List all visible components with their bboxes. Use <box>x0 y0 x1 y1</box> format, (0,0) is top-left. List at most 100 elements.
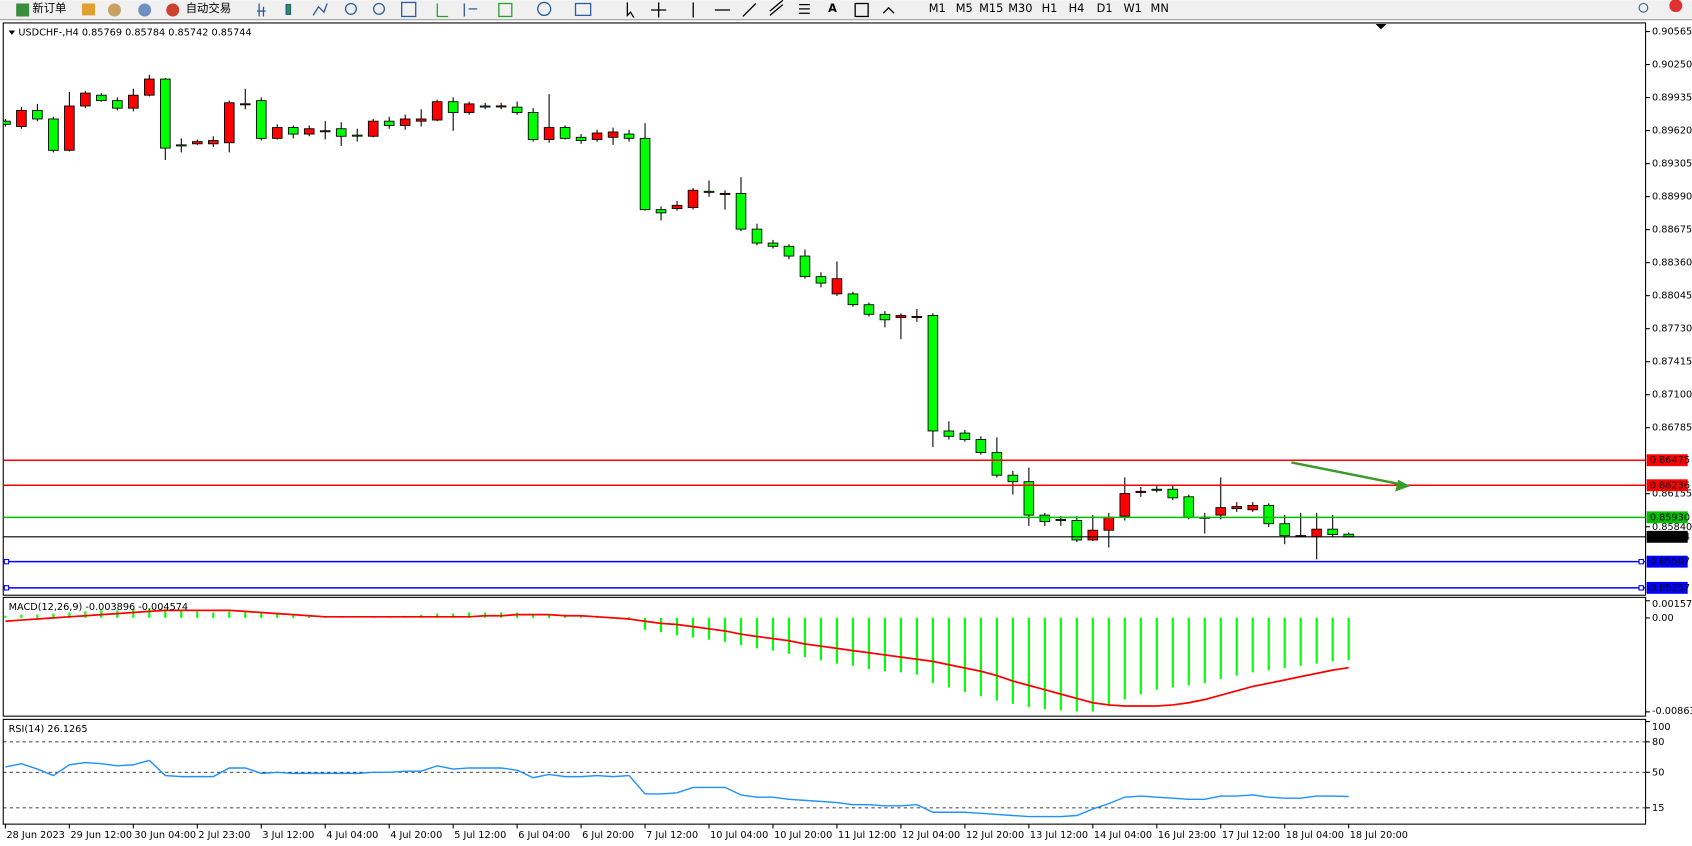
text-tool-button[interactable]: A <box>828 1 837 15</box>
y-tick-label: 0.85840 <box>1652 522 1692 533</box>
fibo-button[interactable] <box>799 3 810 14</box>
candle-body <box>655 209 667 214</box>
templates-button[interactable] <box>574 2 592 17</box>
search-button[interactable] <box>1638 2 1649 13</box>
bar-chart-button[interactable] <box>256 3 266 17</box>
rsi-line <box>5 759 1349 818</box>
candle-body <box>943 430 955 437</box>
x-tick-label: 29 Jun 12:00 <box>70 830 132 841</box>
candle-body <box>415 118 427 122</box>
candle-body <box>975 439 987 453</box>
candle-chart-button[interactable] <box>285 3 292 15</box>
price-level-tag <box>1646 479 1688 492</box>
x-tick-label: 3 Jul 12:00 <box>262 830 314 841</box>
candle-body <box>959 432 971 440</box>
x-tick-label: 5 Jul 12:00 <box>454 830 506 841</box>
autoscroll-button[interactable] <box>436 3 449 18</box>
chart-shift-button[interactable] <box>463 3 478 17</box>
periods-button[interactable] <box>537 1 552 17</box>
x-tick-label: 6 Jul 04:00 <box>518 830 570 841</box>
timeframe-button[interactable]: H4 <box>1069 1 1085 15</box>
price-level-label: 0.86475 <box>1650 455 1690 466</box>
candle-body <box>271 127 283 139</box>
candle-body <box>1327 528 1338 535</box>
y-tick-label: 0.88360 <box>1652 258 1692 269</box>
x-tick-label: 17 Jul 12:00 <box>1222 830 1280 841</box>
macd-title: MACD(12,26,9) -0.003896 -0.004574 <box>9 602 188 613</box>
timeframe-button[interactable]: M15 <box>979 1 1003 15</box>
new-order-button[interactable]: 新订单 <box>32 1 66 15</box>
candle-body <box>1167 488 1179 499</box>
candle-body <box>112 100 123 109</box>
toolbar-icon[interactable] <box>82 3 96 16</box>
x-tick-label: 7 Jul 12:00 <box>646 830 698 841</box>
candle-body <box>1103 516 1115 531</box>
candle-body <box>527 112 539 140</box>
label-button[interactable] <box>854 2 869 18</box>
trendline-button[interactable] <box>742 3 757 17</box>
price-level-label: 0.85744 <box>1650 532 1690 543</box>
y-tick-label: 0.88990 <box>1652 192 1692 203</box>
level-handle <box>3 585 10 591</box>
x-tick-label: 2 Jul 23:00 <box>198 830 250 841</box>
candle-body <box>863 304 875 315</box>
arrows-button[interactable] <box>882 6 895 14</box>
candle-body <box>1087 529 1099 541</box>
x-tick-label: 10 Jul 04:00 <box>710 830 768 841</box>
timeframe-button[interactable]: W1 <box>1123 1 1141 15</box>
candle-body <box>192 141 203 145</box>
auto-trading-icon[interactable] <box>166 3 180 17</box>
price-level-label: 0.86236 <box>1650 480 1690 491</box>
timeframe-button[interactable]: H1 <box>1042 1 1058 15</box>
candle-body <box>543 127 555 140</box>
toolbar-icon[interactable] <box>138 3 152 17</box>
candle-body <box>703 190 715 193</box>
timeframe-button[interactable]: M5 <box>956 1 973 15</box>
candle-body <box>255 100 267 139</box>
toolbar-icon[interactable] <box>107 3 121 17</box>
timeframe-bar: M1 M5 M15 M30 H1 H4 D1 W1 MN <box>929 1 1169 15</box>
new-order-icon[interactable] <box>16 3 30 17</box>
notification-badge[interactable] <box>1669 0 1683 13</box>
candle-body <box>223 102 235 144</box>
candle-body <box>927 315 939 432</box>
x-tick-label: 30 Jun 04:00 <box>134 830 196 841</box>
candle-body <box>1263 504 1275 525</box>
tile-button[interactable] <box>401 1 417 18</box>
rsi-plot <box>3 741 1646 818</box>
candle-body <box>1119 493 1131 517</box>
timeframe-button[interactable]: MN <box>1151 1 1169 15</box>
rsi-title: RSI(14) 26.1265 <box>9 724 88 735</box>
candle-body <box>1039 514 1051 523</box>
price-level-tag <box>1646 555 1688 568</box>
y-tick-label: 0.001579 <box>1652 599 1692 610</box>
zoom-out-button[interactable] <box>372 2 386 15</box>
candle-body <box>591 132 603 140</box>
x-tick-label: 4 Jul 20:00 <box>390 830 442 841</box>
y-tick-label: 0.88675 <box>1652 225 1692 236</box>
candle-body <box>80 92 91 107</box>
candle-body <box>32 109 43 120</box>
price-level-label: 0.85507 <box>1650 557 1690 568</box>
candle-body <box>671 204 683 210</box>
price-level-label: 0.85257 <box>1650 583 1690 594</box>
y-tick-label: 50 <box>1652 767 1664 778</box>
zoom-in-button[interactable] <box>344 2 357 15</box>
candle-body <box>767 242 779 247</box>
channel-button[interactable] <box>769 0 784 16</box>
candle-body <box>639 137 651 211</box>
line-chart-button[interactable] <box>312 3 328 16</box>
cursor-button[interactable] <box>626 2 635 18</box>
indicators-button[interactable] <box>498 2 513 18</box>
candle-body <box>575 136 587 141</box>
crosshair-button[interactable] <box>651 2 667 18</box>
level-handle <box>1638 558 1644 565</box>
chart-title: USDCHF-,H4 0.85769 0.85784 0.85742 0.857… <box>18 28 251 39</box>
auto-trading-button[interactable]: 自动交易 <box>186 1 231 15</box>
timeframe-button[interactable]: M1 <box>929 1 946 15</box>
timeframe-button[interactable]: D1 <box>1097 1 1113 15</box>
timeframe-button[interactable]: M30 <box>1008 1 1032 15</box>
candle-body <box>64 105 75 151</box>
symbol-menu-arrow <box>8 30 16 35</box>
candle-body <box>1135 490 1147 493</box>
